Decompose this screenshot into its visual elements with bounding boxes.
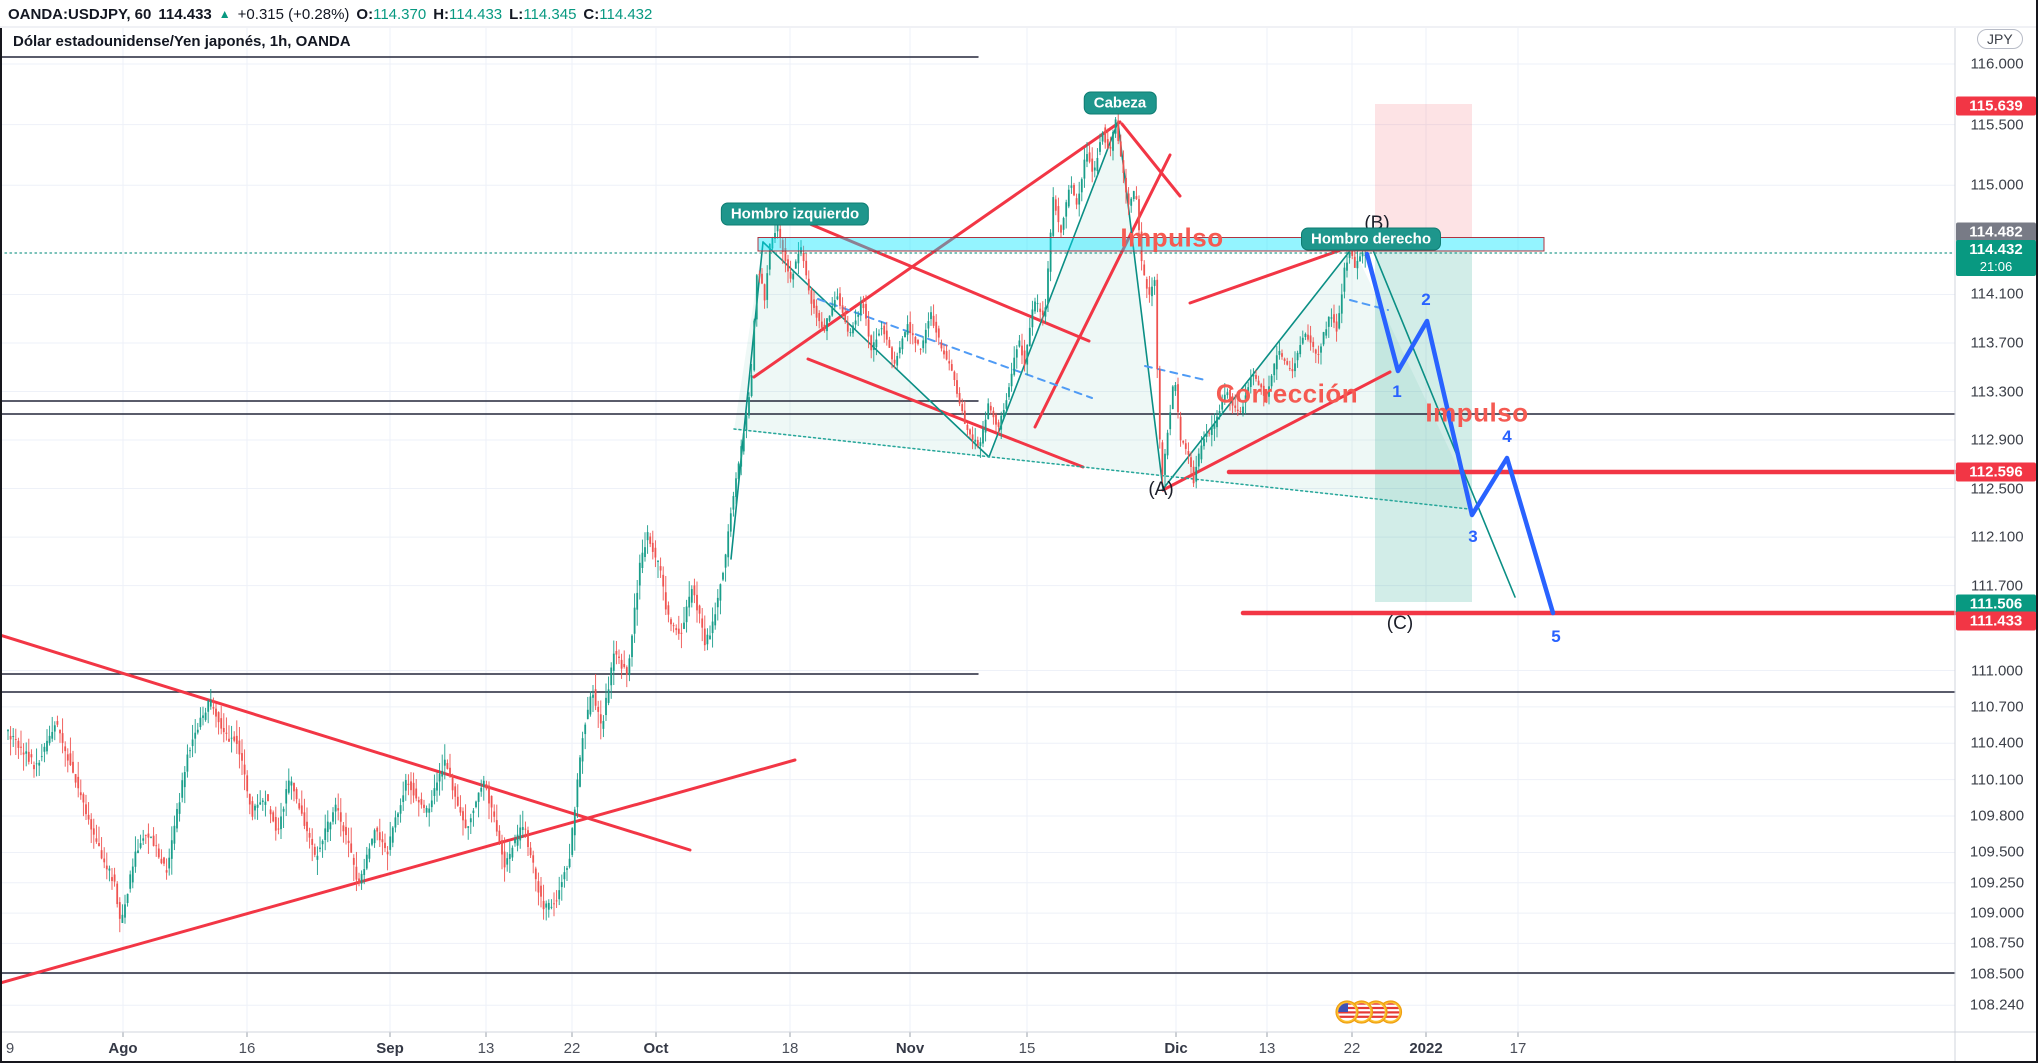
chart-legend-title[interactable]: Dólar estadounidense/Yen japonés, 1h, OA… bbox=[13, 33, 351, 50]
time-tick-label: 9 bbox=[5, 1040, 15, 1057]
wave-letter-label[interactable]: (A) bbox=[1148, 479, 1174, 500]
time-tick-label: Dic bbox=[1164, 1040, 1188, 1057]
currency-unit-button[interactable]: JPY bbox=[1977, 29, 2023, 49]
price-tick-label: 113.700 bbox=[1970, 334, 2024, 352]
time-tick-label: 22 bbox=[563, 1040, 581, 1057]
time-tick-label: Oct bbox=[643, 1040, 669, 1057]
candlesticks bbox=[7, 108, 1367, 933]
price-label: 114.482 bbox=[1956, 222, 2036, 242]
gridlines bbox=[0, 28, 1955, 1037]
price-label: 111.506 bbox=[1956, 594, 2036, 614]
wave-number-label[interactable]: 1 bbox=[1392, 382, 1402, 401]
time-tick-label: 13 bbox=[1258, 1040, 1276, 1057]
flag-coin-icons[interactable] bbox=[1335, 1000, 1403, 1024]
trend-annotation-text[interactable]: Impulso bbox=[1120, 222, 1224, 253]
close-value: 114.432 bbox=[599, 5, 653, 23]
price-tick-label: 109.250 bbox=[1969, 874, 2025, 892]
pattern-label-pill[interactable]: Hombro derecho bbox=[1300, 227, 1442, 251]
price-change: +0.315 (+0.28%) bbox=[237, 5, 350, 23]
up-arrow-icon: ▲ bbox=[218, 7, 231, 21]
trend-annotation-text[interactable]: Corrección bbox=[1215, 378, 1359, 409]
trend-lines[interactable] bbox=[0, 56, 1958, 985]
window-left-border bbox=[0, 28, 2, 1063]
projection-risk-zone[interactable] bbox=[1375, 104, 1472, 238]
price-tick-label: 111.700 bbox=[1971, 577, 2023, 595]
elliott-wave-projection-line[interactable] bbox=[1364, 251, 1556, 616]
wave-letter-label[interactable]: (C) bbox=[1386, 613, 1414, 634]
price-tick-label: 111.000 bbox=[1971, 662, 2023, 679]
pattern-label-pill[interactable]: Hombro izquierdo bbox=[720, 202, 870, 226]
price-tick-label: 110.700 bbox=[1970, 698, 2024, 716]
time-tick-label: 17 bbox=[1509, 1040, 1527, 1057]
time-tick-label: Ago bbox=[108, 1040, 138, 1057]
price-label: 115.639 bbox=[1956, 96, 2036, 116]
time-tick-label: 13 bbox=[477, 1040, 495, 1057]
price-tick-label: 114.100 bbox=[1970, 285, 2024, 303]
time-tick-label: 15 bbox=[1018, 1040, 1036, 1057]
price-tick-label: 108.240 bbox=[1969, 996, 2025, 1014]
low-label: L: bbox=[509, 5, 524, 23]
wave-number-label[interactable]: 3 bbox=[1468, 527, 1478, 546]
price-tick-label: 108.500 bbox=[1969, 965, 2025, 983]
symbol-header: OANDA:USDJPY, 60 114.433 ▲ +0.315 (+0.28… bbox=[8, 4, 652, 24]
price-tick-label: 110.400 bbox=[1970, 734, 2024, 752]
head-shoulders-pattern-fill[interactable] bbox=[734, 122, 1478, 510]
wave-number-label[interactable]: 4 bbox=[1502, 427, 1512, 446]
window-bottom-border bbox=[0, 1061, 2038, 1063]
price-label: 112.596 bbox=[1956, 462, 2036, 482]
price-tick-label: 112.500 bbox=[1970, 480, 2024, 498]
high-label: H: bbox=[433, 5, 450, 23]
price-label: 114.432 21:06 bbox=[1956, 240, 2036, 276]
high-value: 114.433 bbox=[449, 5, 503, 23]
price-tick-label: 112.100 bbox=[1970, 528, 2024, 546]
price-tick-label: 109.000 bbox=[1969, 904, 2025, 922]
time-tick-label: Sep bbox=[376, 1040, 404, 1057]
last-price: 114.433 bbox=[158, 5, 212, 23]
symbol-name[interactable]: OANDA:USDJPY, 60 bbox=[8, 5, 152, 23]
price-label: 111.433 bbox=[1956, 611, 2036, 631]
price-tick-label: 115.500 bbox=[1970, 116, 2024, 134]
open-value: 114.370 bbox=[373, 5, 427, 23]
bar-countdown: 21:06 bbox=[1979, 259, 2013, 274]
price-tick-label: 109.800 bbox=[1969, 807, 2025, 825]
wave-number-label[interactable]: 5 bbox=[1551, 627, 1561, 646]
wave-number-label[interactable]: 2 bbox=[1421, 290, 1431, 309]
window-right-border bbox=[2036, 0, 2038, 1063]
time-tick-label: 2022 bbox=[1409, 1040, 1443, 1057]
price-tick-label: 112.900 bbox=[1970, 431, 2024, 449]
open-label: O: bbox=[356, 5, 374, 23]
time-tick-label: 16 bbox=[238, 1040, 256, 1057]
price-tick-label: 108.750 bbox=[1969, 934, 2025, 952]
low-value: 114.345 bbox=[523, 5, 577, 23]
pattern-label-pill[interactable]: Cabeza bbox=[1083, 91, 1157, 115]
close-label: C: bbox=[583, 5, 600, 23]
price-tick-label: 110.100 bbox=[1970, 771, 2024, 789]
price-tick-label: 116.000 bbox=[1970, 55, 2024, 73]
time-tick-label: 18 bbox=[781, 1040, 799, 1057]
trend-annotation-text[interactable]: Impulso bbox=[1425, 397, 1529, 428]
price-tick-label: 115.000 bbox=[1970, 176, 2024, 194]
time-tick-label: Nov bbox=[895, 1040, 925, 1057]
time-tick-label: 22 bbox=[1343, 1040, 1361, 1057]
price-tick-label: 113.300 bbox=[1970, 383, 2024, 400]
price-tick-label: 109.500 bbox=[1969, 843, 2025, 861]
projection-target-zone[interactable] bbox=[1375, 251, 1472, 602]
